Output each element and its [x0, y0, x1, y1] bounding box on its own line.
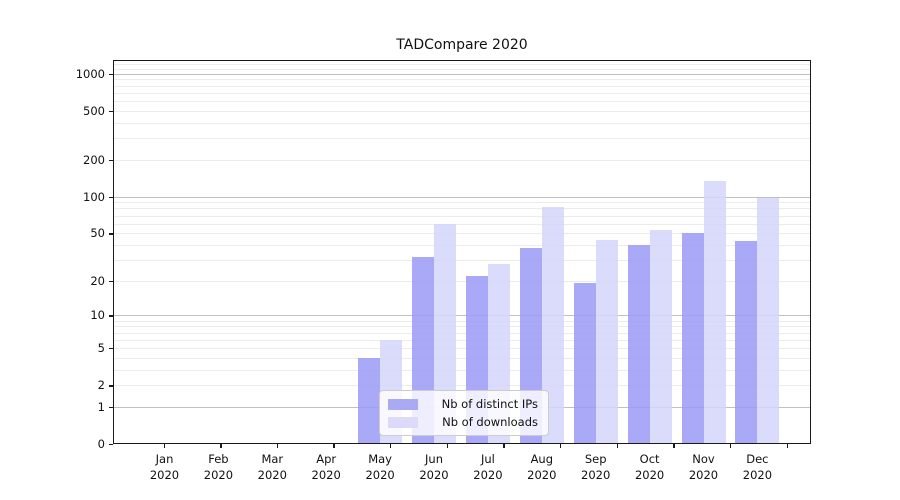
y-axis-tick-label-10: 10 [90, 308, 105, 323]
gridline-200 [113, 159, 811, 161]
x-axis-tick-mark [616, 444, 619, 448]
gridline-20 [113, 280, 811, 282]
gridline-800 [113, 85, 811, 87]
y-axis-tick-label-5: 5 [97, 340, 105, 355]
x-axis-tick-mark [163, 444, 165, 448]
bar-distinct-ips-dec-2020 [735, 241, 758, 443]
gridline-4 [113, 357, 811, 359]
x-axis-tick-mark [276, 444, 279, 448]
x-axis-tick-label-feb-2020: Feb 2020 [203, 452, 234, 482]
gridline-80 [113, 208, 811, 210]
y-axis-tick-label-0: 0 [97, 437, 105, 451]
gridline-90 [113, 202, 811, 204]
gridline-600 [113, 101, 811, 103]
legend: Nb of distinct IPs Nb of downloads [379, 390, 549, 436]
y-axis-tick-label-20: 20 [90, 273, 105, 288]
gridline-6 [113, 339, 811, 341]
gridline-30 [113, 259, 811, 261]
gridline-3 [113, 369, 811, 371]
y-axis-tick-label-50: 50 [90, 226, 105, 241]
y-axis-tick-mark [109, 73, 113, 76]
bar-distinct-ips-sep-2020 [573, 283, 596, 443]
gridline-9 [113, 320, 811, 322]
gridline-100 [113, 196, 811, 198]
gridline-7 [113, 332, 811, 334]
x-axis-tick-label-nov-2020: Nov 2020 [688, 452, 719, 482]
bar-downloads-dec-2020 [757, 198, 780, 443]
gridline-5 [113, 347, 811, 349]
y-axis-tick-label-500: 500 [83, 103, 105, 118]
bar-distinct-ips-may-2020 [358, 357, 381, 443]
x-axis-tick-mark [220, 444, 222, 448]
gridline-40 [113, 244, 811, 246]
bar-downloads-oct-2020 [649, 230, 672, 443]
x-axis-tick-label-mar-2020: Mar 2020 [257, 452, 287, 482]
y-axis-tick-label-1000: 1000 [75, 66, 105, 81]
x-axis-tick-label-may-2020: May 2020 [365, 452, 395, 482]
gridline-500 [113, 110, 811, 112]
legend-item-downloads: Nb of downloads [388, 415, 538, 429]
y-axis-tick-mark [109, 110, 113, 113]
gridline-1100 [113, 68, 811, 70]
y-axis-tick-label-2: 2 [97, 378, 105, 393]
x-axis-tick-label-apr-2020: Apr 2020 [311, 452, 341, 482]
y-axis-tick-mark [109, 315, 113, 317]
x-axis-tick-label-dec-2020: Dec 2020 [742, 452, 773, 482]
y-axis-tick-mark [109, 385, 113, 387]
gridline-700 [113, 92, 811, 94]
y-axis-tick-mark [109, 196, 113, 199]
legend-swatch-distinct-ips-icon [388, 398, 418, 410]
gridline-60 [113, 223, 811, 225]
gridline-50 [113, 233, 811, 235]
x-axis-tick-label-aug-2020: Aug 2020 [527, 452, 557, 482]
bar-downloads-nov-2020 [703, 180, 726, 443]
x-axis-tick-mark [446, 444, 449, 448]
x-axis-tick-label-jun-2020: Jun 2020 [419, 452, 449, 482]
x-axis-tick-mark [560, 444, 562, 448]
chart-title: TADCompare 2020 [396, 37, 528, 53]
legend-label-distinct-ips: Nb of distinct IPs [441, 397, 538, 411]
x-axis-tick-label-sep-2020: Sep 2020 [581, 452, 611, 482]
gridline-1000 [113, 73, 811, 75]
legend-label-downloads: Nb of downloads [442, 415, 538, 429]
bar-downloads-jun-2020 [434, 223, 456, 443]
bar-distinct-ips-oct-2020 [627, 244, 650, 443]
gridline-70 [113, 215, 811, 217]
x-axis-tick-label-jul-2020: Jul 2020 [473, 452, 503, 482]
y-axis-tick-mark [109, 159, 113, 162]
x-axis-tick-mark [673, 444, 675, 448]
bar-downloads-aug-2020 [541, 207, 564, 443]
y-axis-tick-label-100: 100 [83, 189, 105, 204]
y-axis-tick-mark [109, 280, 113, 283]
y-axis-tick-mark [109, 406, 113, 409]
gridline-10 [113, 315, 811, 317]
gridline-1200 [113, 63, 811, 65]
bar-downloads-sep-2020 [595, 239, 618, 443]
legend-swatch-downloads-icon [388, 416, 418, 428]
gridline-900 [113, 79, 811, 81]
gridline-300 [113, 138, 811, 140]
gridline-400 [113, 122, 811, 124]
x-axis-tick-mark [503, 444, 505, 448]
y-axis-tick-label-200: 200 [83, 152, 105, 167]
x-axis-tick-label-oct-2020: Oct 2020 [634, 452, 665, 482]
legend-item-distinct-ips: Nb of distinct IPs [388, 397, 538, 411]
bar-distinct-ips-nov-2020 [681, 233, 704, 443]
y-axis-tick-mark [109, 444, 113, 446]
y-axis-tick-mark [109, 347, 113, 350]
x-axis-tick-label-jan-2020: Jan 2020 [149, 452, 180, 482]
y-axis-tick-mark [109, 233, 113, 235]
x-axis-tick-mark [333, 444, 335, 448]
x-axis-tick-mark [730, 444, 732, 448]
gridline-2 [113, 385, 811, 387]
x-axis-tick-mark [390, 444, 392, 448]
x-axis-tick-mark [786, 444, 789, 448]
y-axis-tick-label-1: 1 [97, 399, 105, 414]
gridline-8 [113, 326, 811, 328]
